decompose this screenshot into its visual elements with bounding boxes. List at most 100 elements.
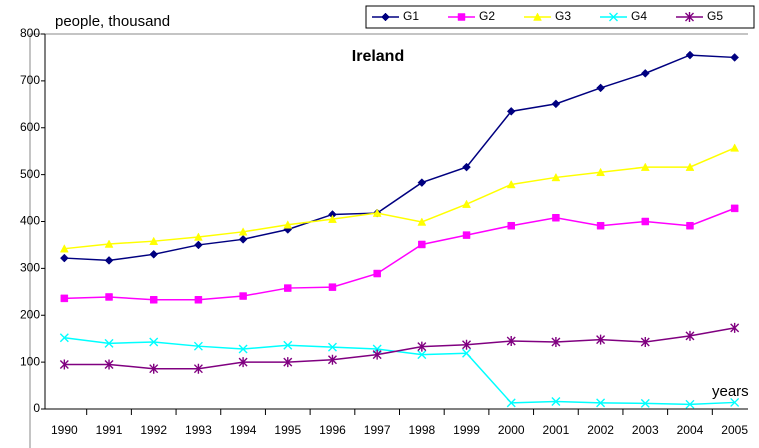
data-point	[462, 162, 471, 172]
data-point	[551, 336, 561, 347]
data-point	[149, 236, 159, 245]
data-point	[59, 253, 69, 263]
data-point	[730, 143, 740, 152]
x-axis-label: years	[712, 383, 749, 400]
data-point	[551, 397, 561, 406]
data-point	[462, 231, 471, 239]
series-line	[64, 327, 735, 370]
y-tick-label: 300	[20, 261, 40, 275]
legend-box	[365, 5, 755, 29]
data-point	[596, 83, 605, 93]
x-tick-label: 2004	[677, 423, 704, 437]
y-tick-label: 800	[20, 26, 40, 40]
data-point	[640, 162, 650, 171]
data-point	[506, 106, 516, 116]
x-tick-label: 1996	[319, 423, 346, 437]
data-point	[685, 399, 695, 409]
data-point	[462, 348, 472, 358]
data-point	[506, 336, 516, 347]
legend-marker	[685, 12, 694, 22]
data-point	[105, 293, 113, 301]
x-tick-label: 1995	[274, 423, 301, 437]
data-point	[417, 341, 427, 352]
legend-marker	[533, 12, 542, 21]
data-point	[730, 53, 740, 62]
legend-marker	[457, 13, 466, 21]
data-point	[193, 341, 203, 351]
data-point	[104, 256, 114, 265]
data-point	[418, 240, 426, 249]
data-point	[104, 338, 114, 348]
data-point	[417, 350, 427, 360]
x-tick-label: 2000	[498, 423, 525, 437]
data-point	[149, 363, 159, 374]
y-tick-label: 200	[20, 307, 40, 321]
y-tick-label: 0	[33, 401, 40, 415]
data-point	[59, 333, 69, 343]
data-point	[238, 234, 248, 244]
data-point	[507, 221, 515, 230]
data-point	[686, 221, 694, 230]
y-axis-label: people, thousand	[55, 13, 170, 30]
data-point	[462, 199, 471, 208]
x-tick-label: 1994	[230, 423, 257, 437]
legend-label: G1	[403, 9, 419, 23]
data-point	[551, 99, 561, 109]
data-point	[462, 339, 472, 350]
data-point	[283, 340, 293, 350]
data-point	[640, 398, 650, 408]
y-tick-label: 600	[20, 120, 40, 134]
x-tick-label: 2003	[632, 423, 659, 437]
data-point	[327, 342, 337, 352]
data-point	[283, 220, 293, 229]
data-point	[372, 349, 382, 360]
x-tick-label: 1998	[408, 423, 435, 437]
legend-marker	[609, 12, 618, 22]
data-point	[60, 294, 69, 303]
data-point	[284, 284, 292, 292]
legend-label: G4	[631, 9, 647, 23]
legend-marker	[381, 12, 390, 22]
data-point	[59, 359, 69, 370]
data-point	[328, 214, 337, 223]
data-point	[640, 69, 650, 78]
data-point	[193, 363, 203, 374]
x-tick-label: 1992	[140, 423, 167, 437]
data-point	[506, 398, 516, 408]
data-point	[193, 232, 203, 241]
data-point	[596, 334, 606, 345]
data-point	[59, 244, 69, 253]
data-point	[194, 240, 203, 250]
data-point	[641, 217, 650, 226]
data-point	[596, 398, 606, 408]
y-tick-label: 400	[20, 214, 40, 228]
legend-label: G2	[479, 9, 495, 23]
data-point	[417, 217, 427, 226]
x-tick-label: 1993	[185, 423, 212, 437]
legend-label: G5	[707, 9, 723, 23]
x-tick-label: 2001	[543, 423, 570, 437]
data-point	[730, 204, 739, 213]
data-point	[596, 167, 606, 177]
data-point	[149, 337, 159, 347]
data-point	[239, 292, 247, 300]
x-tick-label: 1999	[453, 423, 480, 437]
x-tick-label: 1990	[51, 423, 78, 437]
x-tick-label: 1997	[364, 423, 391, 437]
data-point	[238, 227, 248, 236]
x-tick-label: 1991	[96, 423, 123, 437]
data-point	[551, 172, 561, 182]
data-point	[238, 357, 248, 368]
data-point	[372, 208, 382, 217]
y-tick-label: 700	[20, 73, 40, 87]
series-line	[64, 207, 735, 301]
data-point	[685, 162, 695, 171]
x-tick-label: 2002	[587, 423, 614, 437]
data-point	[104, 359, 114, 370]
x-tick-label: 2005	[721, 423, 748, 437]
data-point	[149, 249, 159, 259]
data-point	[373, 269, 381, 278]
data-point	[685, 50, 695, 60]
data-point	[328, 283, 337, 291]
